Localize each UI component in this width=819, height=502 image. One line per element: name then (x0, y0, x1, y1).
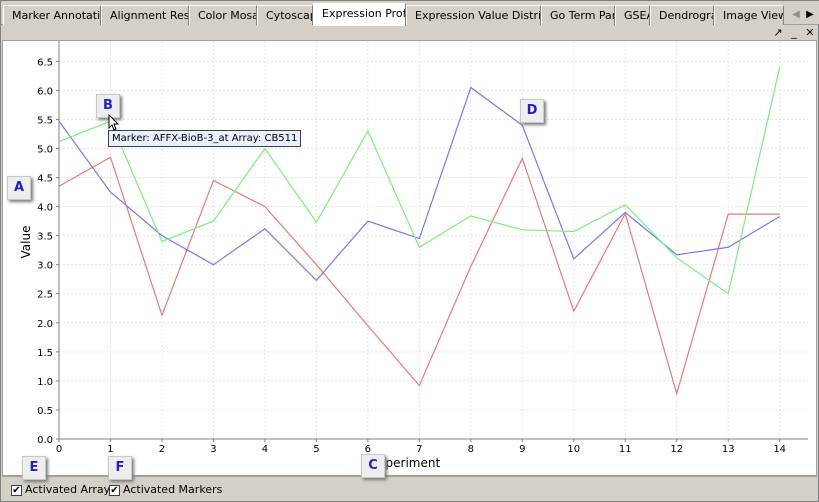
x-tick-label: 11 (619, 444, 632, 455)
tab-bar: Marker Annotations Alignment Results Col… (1, 1, 819, 26)
activated-arrays-checkbox[interactable]: ✔ (11, 485, 22, 496)
series-line-2 (58, 86, 780, 282)
y-tick-label: 4.0 (37, 203, 53, 214)
y-tick-label: 2.5 (37, 290, 53, 301)
tab-label: Expression Value Distribution (415, 9, 541, 22)
tab-cytoscape[interactable]: Cytoscape (257, 5, 313, 25)
tab-label: Expression Profiles (322, 7, 406, 20)
callout-f: F (108, 456, 132, 480)
x-tick-label: 1 (107, 444, 113, 455)
tab-scroll-left-icon[interactable]: ◀ (792, 9, 800, 20)
close-icon[interactable]: ✕ (805, 26, 815, 39)
y-tick-label: 5.5 (37, 115, 53, 126)
x-tick-label: 6 (365, 444, 371, 455)
x-tick-label: 8 (468, 444, 474, 455)
x-tick-label: 2 (159, 444, 165, 455)
mouse-cursor-icon (108, 114, 120, 131)
tab-dendrogram[interactable]: Dendrogram (650, 5, 714, 25)
callout-b: B (96, 94, 120, 118)
y-tick-label: 0.0 (37, 435, 53, 446)
series-line-3 (58, 67, 781, 295)
tab-expression-value-distribution[interactable]: Expression Value Distribution (406, 5, 541, 25)
x-tick-label: 7 (416, 444, 422, 455)
y-tick-label: 2.0 (37, 319, 53, 330)
tab-color-mosaic[interactable]: Color Mosaic (189, 5, 257, 25)
tab-label: Marker Annotations (12, 9, 101, 22)
minimize-icon[interactable]: _ (791, 26, 797, 39)
x-tick-label: 13 (722, 444, 735, 455)
tab-label: GSEA (624, 9, 649, 22)
tab-label: Go Term Panel (550, 9, 614, 22)
callout-d: D (520, 99, 544, 123)
x-tick-label: 0 (56, 444, 62, 455)
y-tick-label: 5.0 (37, 144, 53, 155)
y-tick-label: 1.5 (37, 348, 53, 359)
y-tick-label: 6.0 (37, 86, 53, 97)
y-tick-label: 6.5 (37, 57, 53, 68)
callout-a: A (7, 176, 31, 200)
x-tick-label: 4 (262, 444, 268, 455)
panel-titlebar: ↗ _ ✕ (2, 26, 818, 40)
x-tick-label: 3 (210, 444, 216, 455)
tab-go-term-panel[interactable]: Go Term Panel (541, 5, 615, 25)
y-tick-label: 3.0 (37, 261, 53, 272)
y-tick-label: 4.5 (37, 174, 53, 185)
maximize-icon[interactable]: ↗ (773, 26, 783, 39)
tab-gsea[interactable]: GSEA (615, 5, 650, 25)
tab-scroll-right-icon[interactable]: ▶ (806, 9, 814, 20)
tab-label: Color Mosaic (198, 9, 256, 22)
x-tick-label: 14 (773, 444, 786, 455)
x-tick-label: 5 (313, 444, 319, 455)
tab-marker-annotations[interactable]: Marker Annotations (3, 5, 101, 25)
bottom-controls: ✔ Activated Arrays ✔ Activated Markers (2, 476, 817, 501)
activated-markers-checkbox[interactable]: ✔ (109, 485, 120, 496)
tab-expression-profiles[interactable]: Expression Profiles (313, 3, 406, 26)
tab-label: Cytoscape (266, 9, 312, 22)
y-tick-label: 1.0 (37, 377, 53, 388)
activated-markers-label: Activated Markers (123, 483, 223, 496)
tab-alignment-results[interactable]: Alignment Results (101, 5, 189, 25)
callout-c: C (361, 454, 385, 478)
callout-e: E (22, 456, 46, 480)
y-tick-label: 0.5 (37, 406, 53, 417)
tab-image-viewer[interactable]: Image Viewer (714, 5, 784, 25)
x-tick-label: 12 (670, 444, 683, 455)
x-axis-title: Experiment (371, 456, 441, 470)
chart-panel: 0.0 0.5 1.0 1.5 2.0 2.5 3.0 3.5 4.0 4.5 5.0 5.5 6.0 6… (2, 40, 817, 476)
marker-tooltip: Marker: AFFX-BioB-3_at Array: CB511 (108, 130, 302, 147)
y-tick-label: 3.5 (37, 232, 53, 243)
x-tick-label: 10 (567, 444, 580, 455)
tab-label: Image Viewer (723, 9, 783, 22)
series-line-1 (58, 156, 780, 396)
tab-label: Alignment Results (110, 9, 189, 22)
activated-arrays-label: Activated Arrays (25, 483, 116, 496)
expression-profile-chart[interactable]: 0.0 0.5 1.0 1.5 2.0 2.5 3.0 3.5 4.0 4.5 5.0 5.5 6.0 6… (3, 41, 818, 477)
y-axis-title: Value (19, 226, 33, 259)
tab-label: Dendrogram (659, 9, 713, 22)
x-tick-label: 9 (519, 444, 525, 455)
